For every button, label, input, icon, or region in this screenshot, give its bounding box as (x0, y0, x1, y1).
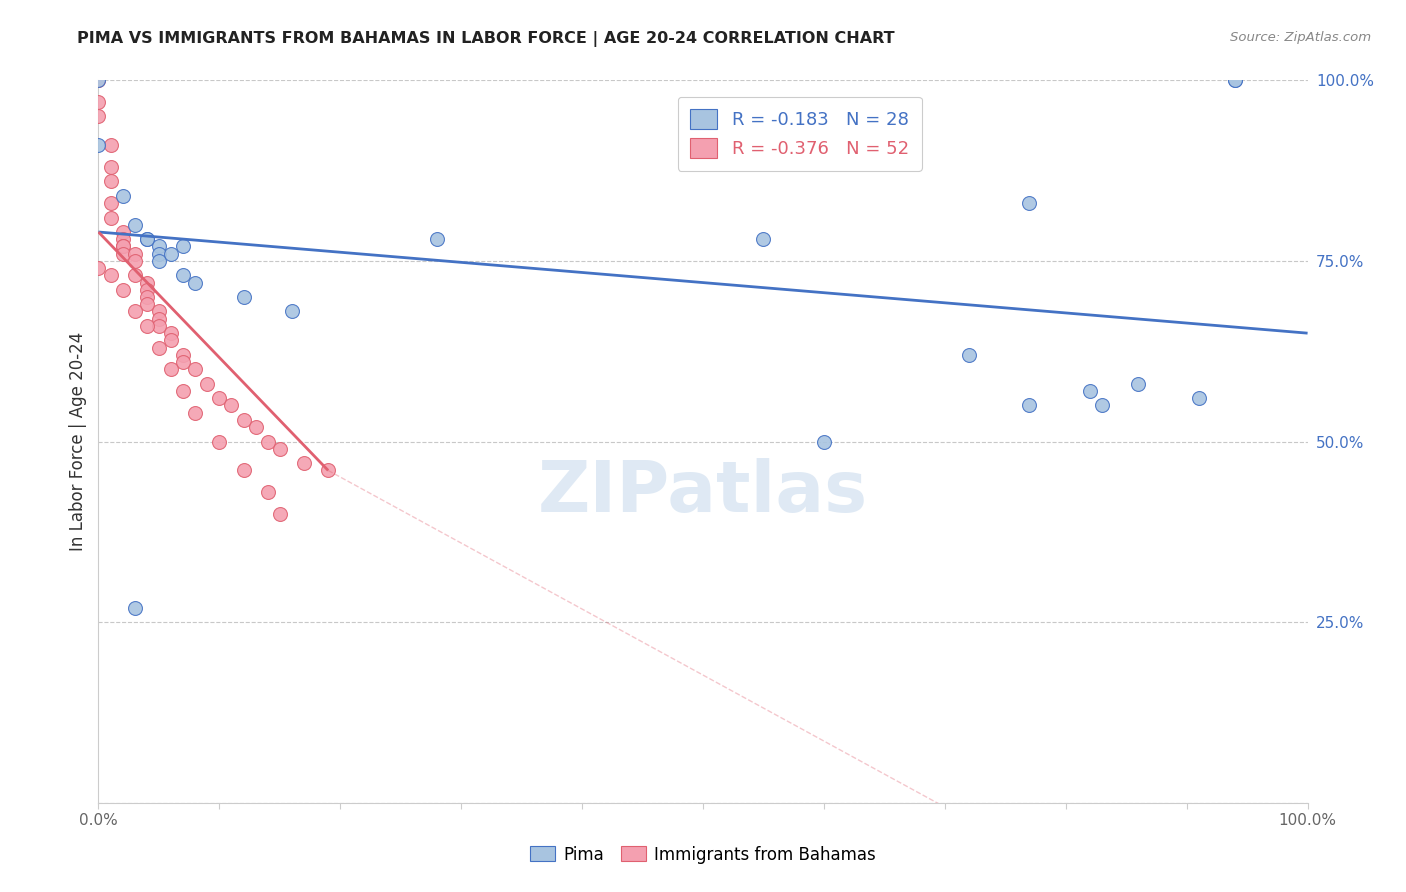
Point (87, 95, 110, 109)
Point (111, 189, 134, 203)
Point (426, 232, 449, 246)
Point (87, 110, 110, 124)
Point (124, 253, 146, 268)
Point (111, 239, 134, 253)
Point (135, 276, 157, 290)
Point (292, 456, 315, 470)
Point (256, 485, 278, 500)
Point (87, 73, 110, 87)
Point (813, 434, 835, 449)
Point (195, 376, 218, 391)
Point (184, 276, 207, 290)
Text: ZIPatlas: ZIPatlas (538, 458, 868, 526)
Point (148, 253, 170, 268)
Point (135, 318, 157, 333)
Point (232, 413, 254, 427)
Point (100, 174, 122, 188)
Point (1091, 398, 1114, 412)
Point (87, 261, 110, 276)
Point (148, 318, 170, 333)
Point (269, 442, 291, 456)
Point (100, 196, 122, 211)
Point (957, 348, 980, 362)
Point (208, 391, 231, 405)
Point (1078, 384, 1101, 398)
Point (135, 232, 157, 246)
Point (1018, 398, 1040, 412)
Point (87, 73, 110, 87)
Y-axis label: In Labor Force | Age 20-24: In Labor Force | Age 20-24 (69, 332, 87, 551)
Point (100, 138, 122, 153)
Point (208, 434, 231, 449)
Point (87, 73, 110, 87)
Point (111, 232, 134, 246)
Point (135, 297, 157, 311)
Point (232, 290, 254, 304)
Point (172, 348, 194, 362)
Point (100, 211, 122, 225)
Point (172, 355, 194, 369)
Point (1018, 196, 1040, 211)
Point (172, 239, 194, 253)
Point (111, 225, 134, 239)
Point (124, 304, 146, 318)
Point (160, 246, 183, 260)
Point (172, 384, 194, 398)
Point (148, 246, 170, 260)
Point (160, 326, 183, 340)
Point (160, 334, 183, 348)
Point (172, 268, 194, 283)
Legend: R = -0.183   N = 28, R = -0.376   N = 52: R = -0.183 N = 28, R = -0.376 N = 52 (678, 96, 922, 170)
Point (1223, 73, 1246, 87)
Point (148, 304, 170, 318)
Point (281, 304, 304, 318)
Point (148, 239, 170, 253)
Point (245, 420, 267, 434)
Point (1188, 391, 1211, 405)
Point (148, 311, 170, 326)
Point (752, 232, 775, 246)
Point (160, 362, 183, 376)
Point (87, 138, 110, 153)
Text: PIMA VS IMMIGRANTS FROM BAHAMAS IN LABOR FORCE | AGE 20-24 CORRELATION CHART: PIMA VS IMMIGRANTS FROM BAHAMAS IN LABOR… (77, 31, 896, 47)
Point (269, 507, 291, 521)
Point (184, 406, 207, 420)
Point (124, 218, 146, 232)
Point (148, 341, 170, 355)
Point (1223, 73, 1246, 87)
Point (1128, 376, 1150, 391)
Point (111, 246, 134, 260)
Text: Source: ZipAtlas.com: Source: ZipAtlas.com (1230, 31, 1371, 45)
Point (124, 246, 146, 260)
Point (135, 290, 157, 304)
Point (124, 600, 146, 615)
Point (221, 398, 243, 412)
Point (135, 283, 157, 297)
Point (256, 434, 278, 449)
Point (316, 463, 339, 477)
Point (111, 239, 134, 253)
Point (100, 160, 122, 174)
Point (135, 232, 157, 246)
Point (184, 362, 207, 376)
Legend: Pima, Immigrants from Bahamas: Pima, Immigrants from Bahamas (523, 839, 883, 871)
Point (232, 463, 254, 477)
Point (100, 268, 122, 283)
Point (111, 283, 134, 297)
Point (124, 268, 146, 283)
